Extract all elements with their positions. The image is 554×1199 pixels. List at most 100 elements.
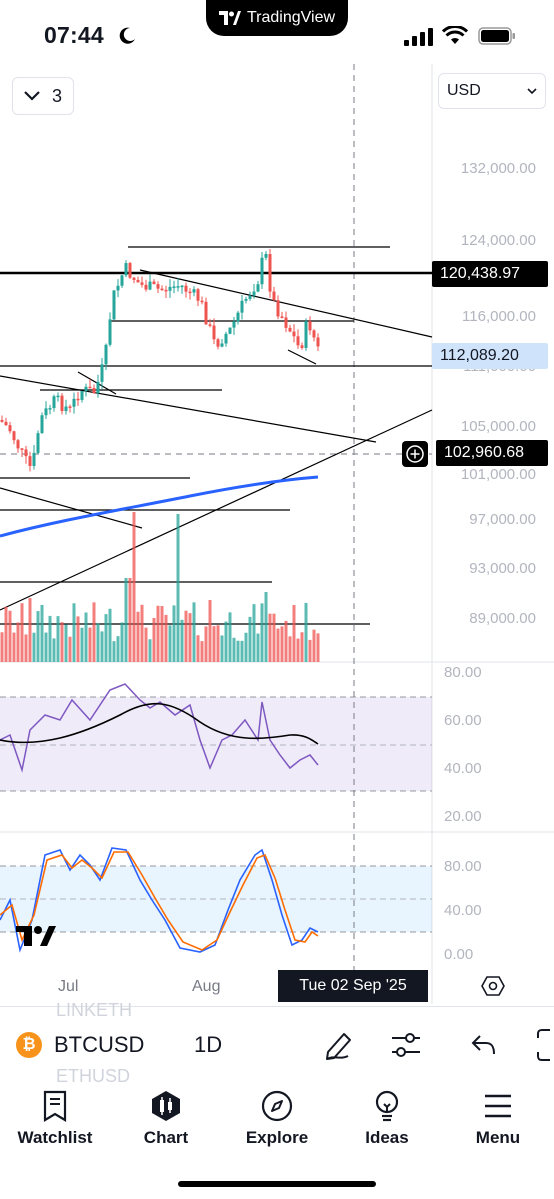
candle-body — [300, 345, 304, 348]
volume-bar — [144, 627, 148, 662]
volume-bar — [92, 602, 96, 662]
interval-count-button[interactable]: 3 — [12, 77, 74, 115]
fullscreen-icon[interactable] — [536, 1028, 554, 1062]
volume-bar — [132, 512, 136, 662]
volume-bar — [252, 604, 256, 662]
rsi-scale-label: 80.00 — [444, 664, 482, 681]
rsi-line — [0, 683, 319, 773]
tab-chart[interactable]: Chart — [116, 1090, 216, 1148]
candle-body — [56, 395, 60, 398]
compass-icon — [261, 1090, 293, 1122]
rsi-ma-line — [0, 702, 319, 745]
candle-body — [216, 339, 220, 347]
volume-bar — [160, 606, 164, 662]
candle-body — [188, 291, 192, 294]
volume-bar — [300, 632, 304, 662]
tab-explore[interactable]: Explore — [227, 1090, 327, 1148]
candle-body — [92, 388, 96, 394]
volume-bar — [88, 627, 92, 662]
tradingview-watermark-icon — [16, 926, 56, 946]
price-scale-label: 97,000.00 — [469, 511, 536, 528]
volume-bar — [316, 633, 320, 662]
volume-bar — [72, 603, 76, 662]
stoch-d-line — [0, 851, 319, 951]
volume-bar — [12, 632, 16, 662]
tab-menu[interactable]: Menu — [448, 1090, 548, 1148]
price-tag-crosshair: 102,960.68 — [436, 440, 548, 466]
add-alert-button[interactable] — [402, 441, 428, 467]
volume-bar — [24, 634, 28, 662]
candle-body — [232, 321, 236, 328]
volume-bar — [32, 632, 36, 662]
candle-body — [68, 406, 72, 408]
price-tag-high: 120,438.97 — [432, 261, 548, 287]
timeframe-button[interactable]: 1D — [194, 1032, 223, 1057]
candle-body — [180, 285, 184, 288]
candle-body — [260, 257, 264, 285]
tab-label: Watchlist — [17, 1128, 93, 1147]
volume-bar — [100, 631, 104, 662]
volume-bar — [212, 626, 216, 662]
candle-body — [4, 421, 8, 426]
volume-bar — [64, 624, 68, 662]
candle-body — [132, 277, 136, 280]
chart-canvas[interactable] — [0, 64, 554, 1004]
tab-label: Menu — [475, 1128, 521, 1147]
volume-bar — [140, 604, 144, 662]
chart-settings-icon[interactable] — [480, 973, 506, 999]
volume-bar — [0, 632, 4, 662]
volume-bar — [80, 627, 84, 662]
volume-bar — [108, 608, 112, 662]
app-name: TradingView — [246, 9, 336, 26]
interval-count: 3 — [51, 85, 62, 106]
candle-body — [72, 398, 76, 407]
volume-bar — [116, 636, 120, 662]
volume-bar — [164, 614, 168, 662]
candle-body — [52, 396, 56, 409]
candle-body — [244, 298, 248, 301]
volume-bar — [188, 613, 192, 662]
moon-icon — [119, 27, 135, 44]
candle-body — [224, 333, 228, 344]
volume-bar — [304, 602, 308, 662]
candle-body — [312, 330, 316, 338]
volume-bar — [128, 578, 132, 662]
candle-body — [60, 395, 64, 412]
candle-body — [40, 415, 44, 434]
volume-bar — [104, 614, 108, 662]
volume-bar — [292, 605, 296, 662]
volume-bar — [76, 616, 80, 662]
currency-select[interactable]: USD — [438, 73, 546, 109]
volume-bar — [216, 625, 220, 662]
volume-bar — [68, 636, 72, 662]
candle-body — [204, 301, 208, 325]
chevron-down-icon — [24, 91, 40, 101]
symbol-button[interactable]: BTCUSD — [54, 1032, 145, 1057]
undo-icon[interactable] — [470, 1032, 498, 1058]
candle-body — [108, 319, 112, 345]
volume-bar — [308, 639, 312, 662]
price-scale-label: 101,000.00 — [460, 466, 536, 483]
candle-body — [240, 300, 244, 313]
indicators-sliders-icon[interactable] — [390, 1030, 422, 1060]
volume-bar — [20, 603, 24, 662]
volume-bar — [44, 632, 48, 662]
candle-body — [176, 286, 180, 288]
volume-bar — [228, 612, 232, 662]
volume-bar — [244, 632, 248, 662]
volume-bar — [296, 638, 300, 662]
candle-body — [100, 364, 104, 382]
drawing-pen-icon[interactable] — [322, 1028, 356, 1062]
volume-bar — [152, 617, 156, 662]
volume-bar — [136, 611, 140, 662]
tab-watchlist[interactable]: Watchlist — [5, 1090, 105, 1148]
stoch-k-line — [0, 847, 319, 953]
tab-ideas[interactable]: Ideas — [337, 1090, 437, 1148]
candle-body — [272, 291, 276, 301]
volume-bar — [84, 612, 88, 662]
home-indicator — [178, 1181, 376, 1187]
candle-body — [44, 408, 48, 416]
candle-body — [296, 336, 300, 346]
volume-bar — [120, 622, 124, 662]
volume-bar — [208, 600, 212, 662]
